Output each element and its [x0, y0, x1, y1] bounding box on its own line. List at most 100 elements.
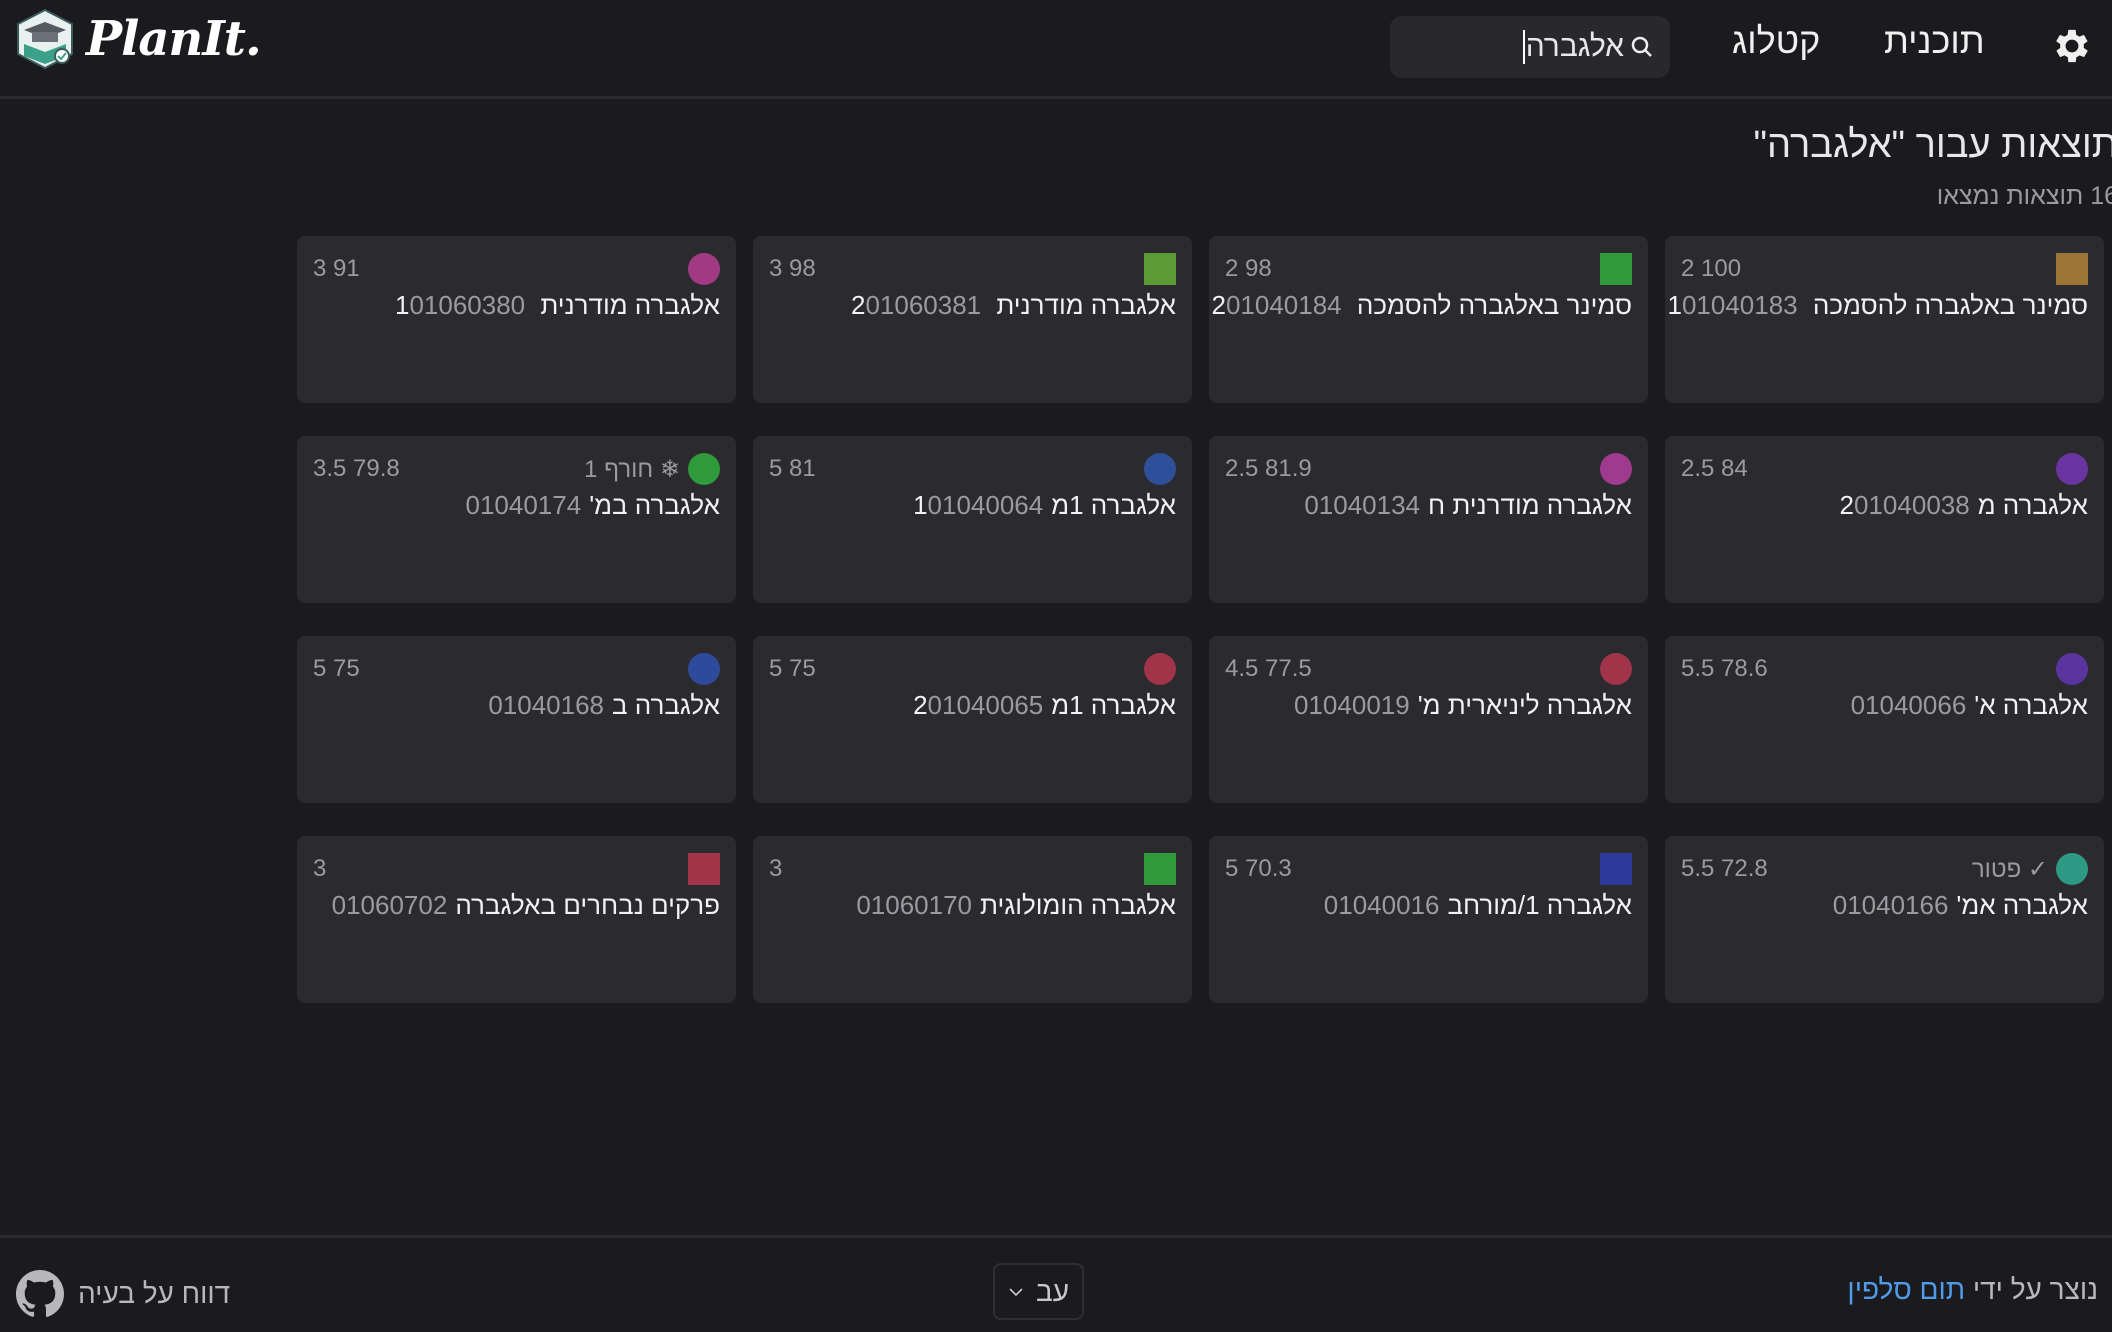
course-card[interactable]: 2 98 סמינר באלגברה להסמכה 201040184 — [1209, 236, 1648, 403]
course-title: אלגברה מ201040038 — [1681, 490, 2088, 521]
course-marker-group — [688, 653, 720, 685]
course-card[interactable]: 5.5 78.6 אלגברה א'01040066 — [1665, 636, 2104, 803]
course-title: פרקים נבחרים באלגברה01060702 — [313, 890, 720, 921]
course-color-marker — [1144, 653, 1176, 685]
course-name: סמינר באלגברה להסמכה 1 — [1667, 290, 2088, 320]
top-bar: PlanIt. אלגברה קטלוג תוכנית — [0, 0, 2112, 99]
gear-icon — [2056, 29, 2088, 63]
course-marker-group: ❄ חורף 1 — [584, 453, 720, 485]
course-number: 01040166 — [1832, 890, 1949, 920]
course-name: סמינר באלגברה להסמכה 2 — [1211, 290, 1632, 320]
course-color-marker — [688, 253, 720, 285]
course-name: אלגברה מודרנית 1 — [394, 290, 720, 320]
course-title: אלגברה מודרנית ח 01040134 — [1225, 490, 1632, 521]
course-marker-group — [688, 853, 720, 885]
course-marker-group — [688, 253, 720, 285]
course-card-header: 4.5 77.5 — [1225, 652, 1632, 686]
course-marker-group — [1144, 853, 1176, 885]
settings-button[interactable] — [2050, 24, 2094, 72]
course-card-header: 5.5 78.6 — [1681, 652, 2088, 686]
nav-catalog[interactable]: קטלוג — [1732, 20, 1821, 61]
course-title: אלגברה א'01040066 — [1681, 690, 2088, 721]
course-marker-group — [1144, 653, 1176, 685]
course-credits-grade: 5 70.3 — [1225, 855, 1292, 882]
course-credits-grade: 3 98 — [769, 255, 816, 282]
course-card-header: 3 91 — [313, 252, 720, 286]
course-card[interactable]: 5 75 אלגברה 1מ201040065 — [753, 636, 1192, 803]
course-number: 01040134 — [1304, 490, 1420, 520]
credit: נוצר על ידי תום סלפין — [1847, 1274, 2098, 1306]
course-name: אלגברה ב — [612, 690, 720, 720]
course-color-marker — [688, 453, 720, 485]
course-name: אלגברה הומולוגית — [980, 890, 1176, 920]
course-number: 01060381 — [865, 290, 982, 320]
course-card[interactable]: 2.5 81.9 אלגברה מודרנית ח 01040134 — [1209, 436, 1648, 603]
course-title: אלגברה 1מ101040064 — [769, 490, 1176, 521]
course-marker-group — [2056, 453, 2088, 485]
logo[interactable]: PlanIt. — [14, 8, 262, 70]
chevron-down-icon — [1009, 1287, 1023, 1296]
course-color-marker — [1144, 453, 1176, 485]
course-title: אלגברה הומולוגית 01060170 — [769, 890, 1176, 921]
course-number: 01040184 — [1225, 290, 1342, 320]
course-credits-grade: 5 81 — [769, 455, 816, 482]
course-color-marker — [1600, 653, 1632, 685]
course-title: סמינר באלגברה להסמכה 201040184 — [1211, 290, 1632, 321]
course-credits-grade: 3.5 79.8 — [313, 455, 400, 482]
course-card[interactable]: 3 אלגברה הומולוגית 01060170 — [753, 836, 1192, 1003]
course-name: אלגברה מודרנית ח — [1428, 490, 1632, 520]
course-number: 01040065 — [927, 690, 1044, 720]
course-card[interactable]: 2.5 84 אלגברה מ201040038 — [1665, 436, 2104, 603]
course-tag: ✓ פטור — [1971, 855, 2048, 883]
course-credits-grade: 3 — [313, 855, 327, 882]
course-card[interactable]: 5 75 אלגברה ב01040168 — [297, 636, 736, 803]
search-icon — [1631, 36, 1652, 57]
search-input[interactable]: אלגברה — [1390, 16, 1670, 78]
report-issue-label: דווח על בעיה — [78, 1278, 231, 1309]
course-marker-group — [1600, 253, 1632, 285]
course-name: אלגברה במ' — [589, 490, 720, 520]
report-issue-link[interactable]: דווח על בעיה — [16, 1270, 230, 1318]
course-number: 01040064 — [927, 490, 1044, 520]
nav-plan[interactable]: תוכנית — [1884, 20, 1985, 61]
course-card[interactable]: 3 91 אלגברה מודרנית 101060380 — [297, 236, 736, 403]
course-title: אלגברה מודרנית 201060381 — [769, 290, 1176, 321]
course-card[interactable]: 3 98 אלגברה מודרנית 201060381 — [753, 236, 1192, 403]
course-title: אלגברה במ'01040174 — [313, 490, 721, 521]
course-credits-grade: 5.5 72.8 — [1681, 855, 1768, 882]
course-tag: ❄ חורף 1 — [584, 455, 680, 483]
course-card-header: 5 81 — [769, 452, 1176, 486]
course-card-header: ✓ פטור 5.5 72.8 — [1681, 852, 2088, 886]
course-card[interactable]: 5 81 אלגברה 1מ101040064 — [753, 436, 1192, 603]
search-value: אלגברה — [1522, 30, 1624, 64]
language-select[interactable]: עב — [993, 1263, 1084, 1320]
credit-author-link[interactable]: תום סלפין — [1847, 1274, 1966, 1305]
course-title: אלגברה ליניארית מ'01040019 — [1225, 690, 1632, 721]
course-card[interactable]: 3 פרקים נבחרים באלגברה01060702 — [297, 836, 736, 1003]
course-name: אלגברה 1/מורחב — [1447, 890, 1632, 920]
course-card[interactable]: ✓ פטור 5.5 72.8 אלגברה אמ'01040166 — [1665, 836, 2104, 1003]
logo-icon — [17, 8, 73, 70]
course-credits-grade: 3 — [769, 855, 783, 882]
course-card-header: 2.5 84 — [1681, 452, 2088, 486]
course-title: אלגברה 1מ201040065 — [769, 690, 1176, 721]
course-card[interactable]: ❄ חורף 1 3.5 79.8 אלגברה במ'01040174 — [297, 436, 736, 603]
course-credits-grade: 4.5 77.5 — [1225, 655, 1312, 682]
course-number: 01040183 — [1681, 290, 1798, 320]
course-number: 01040019 — [1294, 690, 1410, 720]
course-color-marker — [1600, 453, 1632, 485]
course-card-header: 2.5 81.9 — [1225, 452, 1632, 486]
course-card[interactable]: 5 70.3 אלגברה 1/מורחב01040016 — [1209, 836, 1648, 1003]
course-color-marker — [1600, 853, 1632, 885]
course-card[interactable]: 2 100 סמינר באלגברה להסמכה 101040183 — [1665, 236, 2104, 403]
language-value: עב — [1035, 1275, 1070, 1307]
course-name: אלגברה אמ' — [1956, 890, 2088, 920]
course-card-header: 3 98 — [769, 252, 1176, 286]
course-color-marker — [2056, 853, 2088, 885]
course-marker-group — [2056, 253, 2088, 285]
course-card[interactable]: 4.5 77.5 אלגברה ליניארית מ'01040019 — [1209, 636, 1648, 803]
course-color-marker — [2056, 253, 2088, 285]
course-name: אלגברה מודרנית 2 — [850, 290, 1176, 320]
course-name: אלגברה 1מ2 — [913, 690, 1176, 720]
course-color-marker — [1600, 253, 1632, 285]
